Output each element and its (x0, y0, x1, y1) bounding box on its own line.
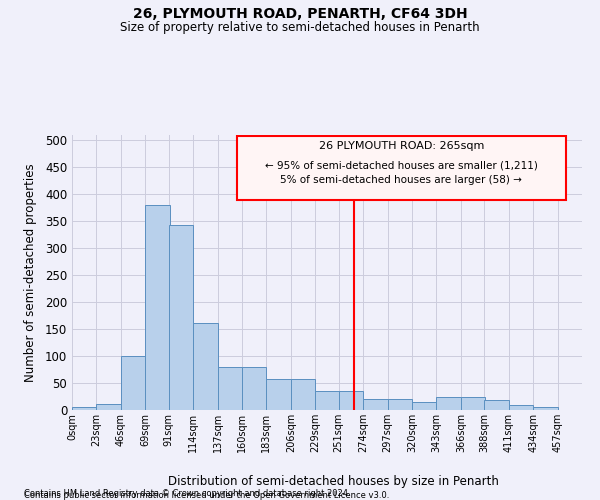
Bar (436, 396, 461, 410)
Bar (145, 205, 170, 410)
Bar (242, 367, 266, 410)
Bar (484, 400, 509, 410)
Bar (533, 408, 557, 410)
Text: 26, PLYMOUTH ROAD, PENARTH, CF64 3DH: 26, PLYMOUTH ROAD, PENARTH, CF64 3DH (133, 8, 467, 22)
Bar (363, 399, 388, 410)
Text: 5% of semi-detached houses are larger (58) →: 5% of semi-detached houses are larger (5… (280, 176, 523, 186)
Text: Distribution of semi-detached houses by size in Penarth: Distribution of semi-detached houses by … (167, 474, 499, 488)
Bar (193, 322, 218, 410)
Bar (388, 399, 412, 410)
Bar (461, 396, 485, 410)
Text: Size of property relative to semi-detached houses in Penarth: Size of property relative to semi-detach… (120, 21, 480, 34)
Bar (97, 404, 121, 410)
Text: 26 PLYMOUTH ROAD: 265sqm: 26 PLYMOUTH ROAD: 265sqm (319, 141, 484, 151)
Y-axis label: Number of semi-detached properties: Number of semi-detached properties (23, 163, 37, 382)
Bar (121, 356, 145, 410)
Text: Contains HM Land Registry data © Crown copyright and database right 2024.: Contains HM Land Registry data © Crown c… (24, 488, 350, 498)
Bar (291, 380, 316, 410)
Text: ← 95% of semi-detached houses are smaller (1,211): ← 95% of semi-detached houses are smalle… (265, 160, 538, 170)
Bar (338, 391, 363, 410)
Text: Contains public sector information licensed under the Open Government Licence v3: Contains public sector information licen… (24, 491, 389, 500)
Bar (169, 225, 193, 410)
Bar (266, 380, 291, 410)
FancyBboxPatch shape (236, 136, 566, 200)
Bar (72, 408, 97, 410)
Bar (218, 367, 242, 410)
Bar (509, 404, 533, 410)
Bar (412, 402, 436, 410)
Bar (316, 391, 340, 410)
